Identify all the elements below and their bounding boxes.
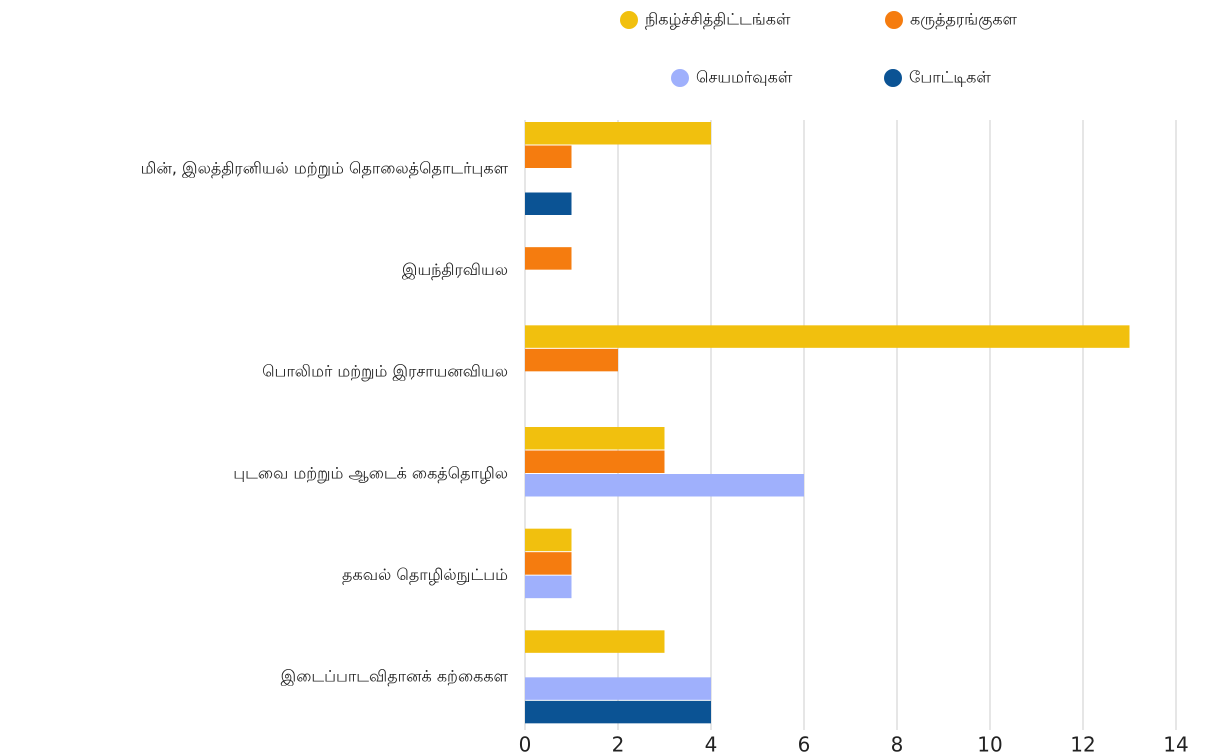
x-tick-label: 12 (1070, 733, 1095, 756)
category-label: பொலிமர் மற்றும் இரசாயனவியல (262, 362, 508, 382)
category-label: இடைப்பாடவிதானக் கற்கைகள (281, 667, 509, 687)
legend-swatch (620, 11, 638, 29)
legend-swatch (885, 11, 903, 29)
x-tick-label: 2 (612, 733, 625, 756)
legend-swatch (671, 69, 689, 87)
legend-swatch (884, 69, 902, 87)
bar (525, 427, 665, 450)
bar (525, 192, 572, 215)
category-label: இயந்திரவியல (402, 260, 508, 280)
bar (525, 145, 572, 168)
x-tick-label: 4 (705, 733, 718, 756)
bar (525, 325, 1130, 348)
legend-label: செயமர்வுகள் (696, 68, 793, 87)
bar (525, 528, 572, 552)
category-label: தகவல் தொழில்நுட்பம் (342, 565, 508, 585)
legend-label: போட்டிகள் (909, 68, 991, 87)
bar (525, 122, 711, 145)
x-tick-label: 0 (519, 733, 532, 756)
bar (525, 575, 572, 599)
bar (525, 552, 572, 575)
x-tick-label: 10 (977, 733, 1002, 756)
bar (525, 247, 572, 270)
category-label: மின், இலத்திரனியல் மற்றும் தொலைத்தொடர்பு… (141, 158, 509, 178)
bar (525, 450, 665, 473)
legend-label: நிகழ்ச்சித்திட்டங்கள் (645, 10, 791, 29)
bar (525, 700, 711, 724)
legend-label: கருத்தரங்குகள (910, 10, 1018, 30)
category-label: புடவை மற்றும் ஆடைக் கைத்தொழில (233, 463, 508, 483)
x-tick-label: 8 (891, 733, 904, 756)
bar (525, 677, 711, 700)
bar (525, 630, 665, 653)
x-tick-label: 14 (1163, 733, 1188, 756)
bar (525, 474, 804, 497)
bar (525, 348, 618, 372)
x-tick-label: 6 (798, 733, 811, 756)
